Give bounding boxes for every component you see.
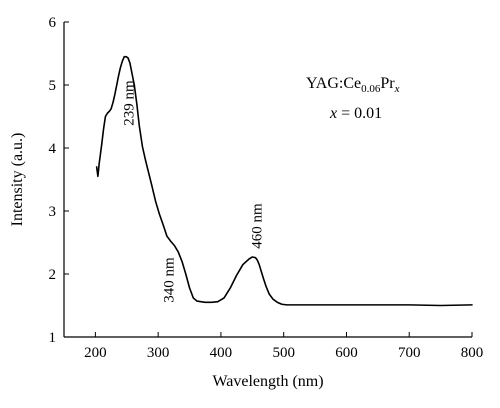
y-tick-label: 1 [49, 330, 57, 346]
y-tick-label: 2 [49, 267, 57, 283]
x-tick-label: 800 [461, 345, 484, 361]
y-tick-label: 5 [49, 78, 57, 94]
legend-sample-label: YAG:Ce0.06Prx [306, 75, 400, 95]
x-axis: 200 300 400 500 600 700 800 [64, 332, 483, 361]
x-tick-label: 600 [335, 345, 358, 361]
y-axis-title: Intensity (a.u.) [9, 133, 26, 227]
y-tick-label: 4 [49, 141, 57, 157]
x-tick-label: 300 [147, 345, 170, 361]
x-axis-title: Wavelength (nm) [212, 373, 323, 390]
peak-annotations: 239 nm 340 nm 460 nm [121, 80, 265, 303]
peak-label: 460 nm [249, 203, 265, 249]
spectrum-line [95, 55, 473, 307]
legend-x-value: x = 0.01 [329, 105, 382, 122]
y-axis: 1 2 3 4 5 6 [49, 15, 69, 346]
y-tick-label: 6 [49, 15, 57, 31]
y-tick-label: 3 [49, 204, 57, 220]
x-tick-label: 200 [84, 345, 107, 361]
x-tick-label: 700 [398, 345, 421, 361]
peak-label: 239 nm [121, 80, 137, 126]
x-tick-label: 500 [272, 345, 295, 361]
x-tick-label: 400 [210, 345, 233, 361]
peak-label: 340 nm [161, 257, 177, 303]
